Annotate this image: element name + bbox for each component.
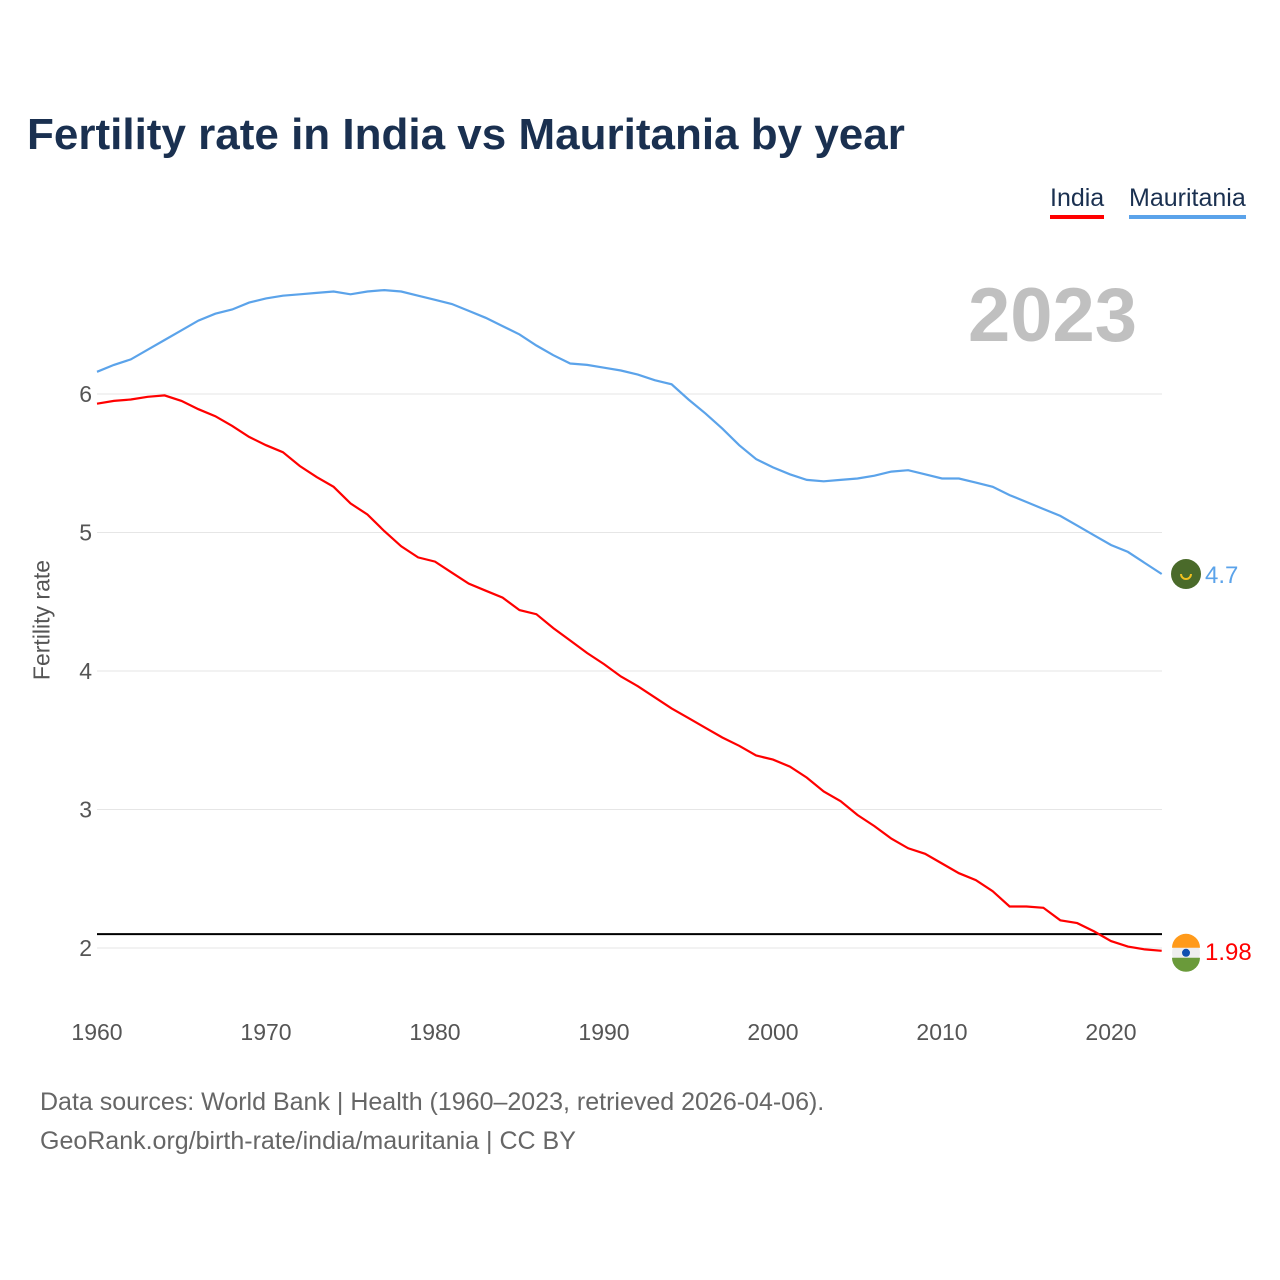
chart-title: Fertility rate in India vs Mauritania by…	[27, 110, 905, 159]
footer-link[interactable]: GeoRank.org/birth-rate/india/mauritania …	[40, 1127, 576, 1155]
year-label: 2023	[968, 273, 1138, 358]
x-tick-label: 1960	[71, 1019, 122, 1045]
x-tick-label: 1970	[240, 1019, 291, 1045]
mauritania-flag-crescent	[1180, 573, 1192, 580]
mauritania-flag-icon	[1171, 559, 1201, 590]
y-tick-label: 6	[79, 381, 92, 407]
x-tick-label: 1990	[578, 1019, 629, 1045]
series-line-india	[96, 394, 1162, 952]
india-flag-chakra	[1182, 948, 1190, 957]
legend-india[interactable]: India	[1050, 184, 1105, 219]
end-label-mauritania: 4.7	[1205, 562, 1238, 589]
y-tick-label: 4	[79, 658, 92, 684]
series-line-mauritania	[96, 288, 1163, 575]
legend-mauritania[interactable]: Mauritania	[1129, 184, 1246, 219]
end-label-india: 1.98	[1205, 939, 1252, 966]
y-tick-label: 5	[79, 520, 92, 546]
india-flag-green	[1172, 957, 1200, 972]
y-tick-label: 3	[79, 797, 92, 823]
x-tick-label: 2020	[1085, 1019, 1136, 1045]
x-tick-label: 1980	[409, 1019, 460, 1045]
x-tick-label: 2010	[916, 1019, 967, 1045]
footer-sources: Data sources: World Bank | Health (1960–…	[40, 1088, 825, 1116]
x-tick-label: 2000	[747, 1019, 798, 1045]
y-axis-label: Fertility rate	[28, 559, 55, 681]
india-flag-saffron	[1172, 933, 1200, 948]
y-tick-label: 2	[79, 935, 92, 961]
